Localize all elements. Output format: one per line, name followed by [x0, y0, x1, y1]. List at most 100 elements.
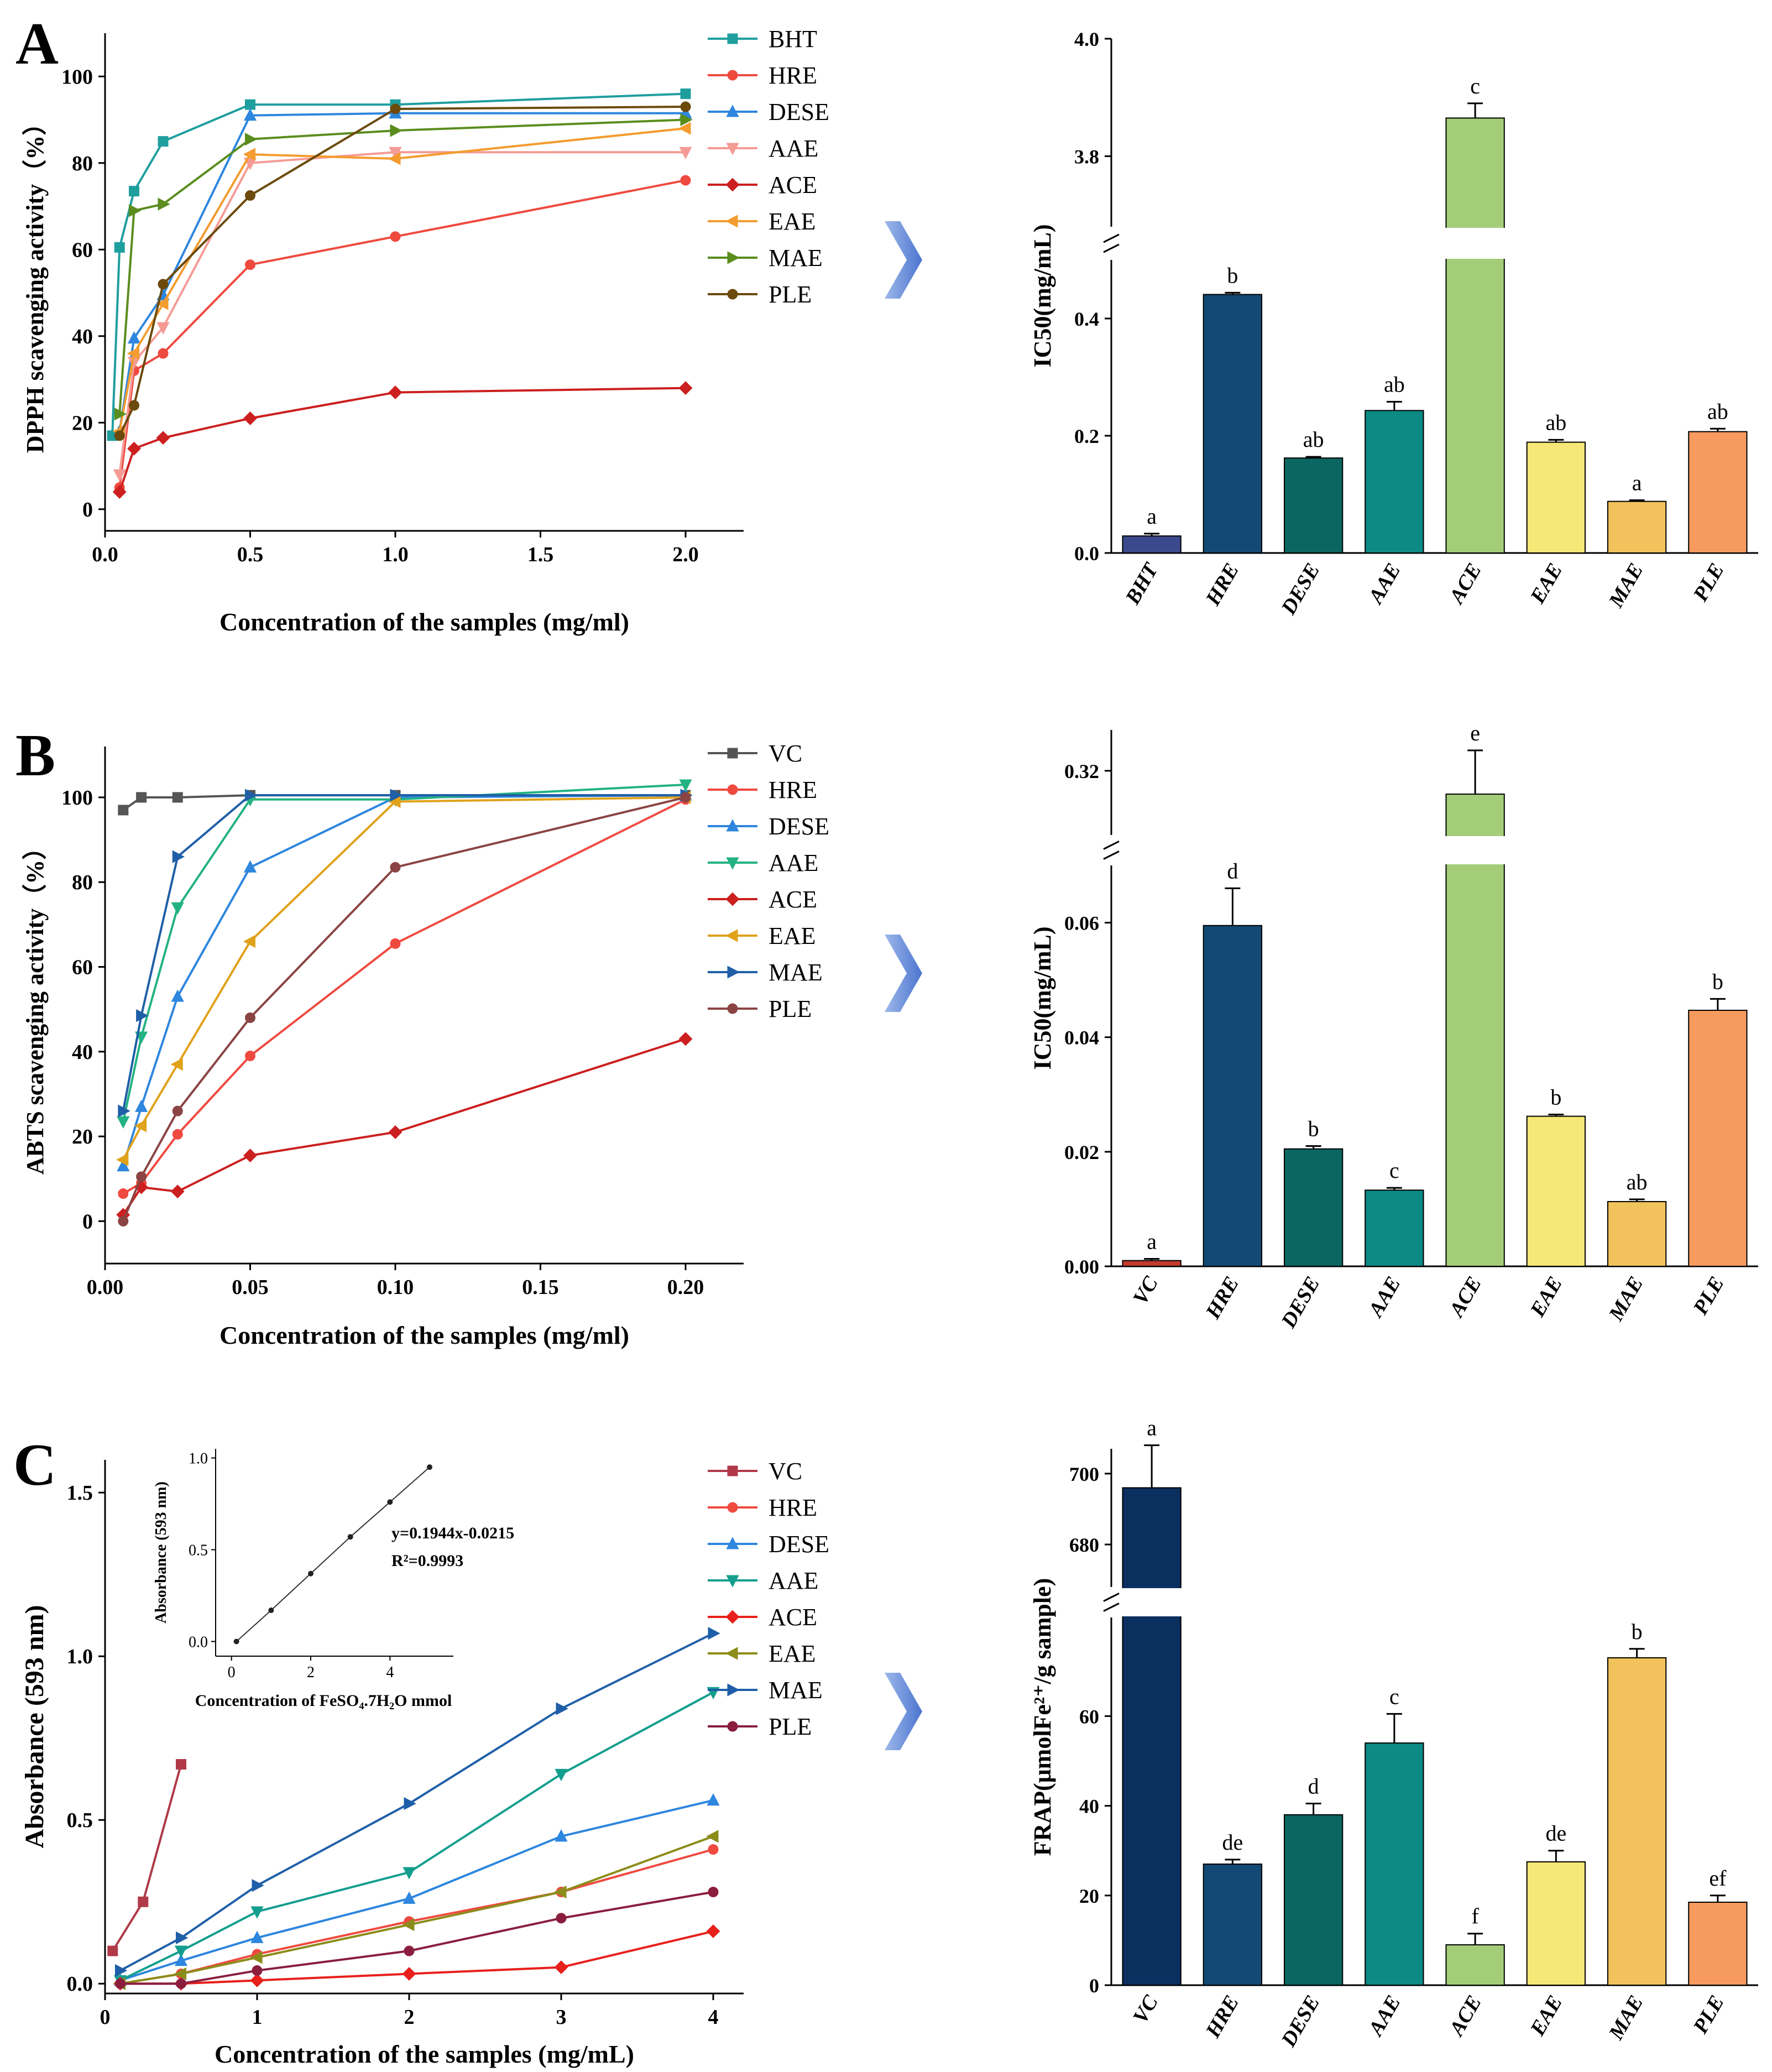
data-point-VC: [118, 805, 129, 816]
data-point-EAE: [134, 1119, 147, 1132]
data-point-HRE: [158, 348, 169, 359]
axis-break-mark: [1103, 243, 1120, 253]
x-tick-label: AAE: [1363, 1992, 1405, 2041]
significance-letter: d: [1308, 1774, 1319, 1799]
x-tick-label: VC: [1128, 1991, 1163, 2027]
panel-letter-B: B: [15, 723, 55, 789]
data-point-HRE: [680, 175, 691, 186]
data-point-ACE: [554, 1960, 568, 1975]
x-tick-label: 1: [252, 2006, 263, 2029]
data-point-ACE: [678, 1032, 693, 1046]
significance-letter: ab: [1707, 399, 1728, 424]
legend-label-ACE: ACE: [769, 886, 817, 913]
data-point-HRE: [245, 259, 255, 270]
significance-letter: de: [1545, 1821, 1566, 1846]
data-point-ACE: [112, 485, 127, 499]
line-chart-C: 0 1 2 3 4 0.0 0.5 1.0 1.5 Concentration of the sa…: [20, 1458, 829, 2068]
y-tick-label: 100: [61, 786, 93, 810]
y-tick-label: 20: [72, 411, 93, 435]
y-tick-label: 0.4: [1074, 308, 1099, 330]
data-point-EAE: [170, 1058, 183, 1071]
inset-y-tick-label: 0.5: [189, 1542, 208, 1559]
legend-marker-ACE: [725, 1610, 740, 1624]
data-point-PLE: [245, 1012, 255, 1023]
legend-label-AAE: AAE: [769, 1567, 818, 1594]
data-point-EAE: [243, 148, 255, 161]
legend-label-AAE: AAE: [769, 135, 818, 162]
significance-letter: a: [1632, 471, 1642, 495]
y-axis-label: ABTS scavenging activity（%）: [22, 836, 49, 1175]
x-tick-label: 0: [100, 2006, 111, 2029]
significance-letter: ef: [1709, 1866, 1727, 1891]
legend-label-EAE: EAE: [769, 922, 816, 949]
y-tick-label: 80: [72, 152, 93, 175]
inset-data-point: [268, 1608, 274, 1614]
bar-HRE: [1203, 294, 1263, 554]
y-tick-label: 3.8: [1074, 146, 1099, 168]
data-point-MAE: [118, 1104, 130, 1118]
inset-y-tick-label: 0.0: [189, 1633, 208, 1651]
series-line-HRE: [118, 179, 686, 488]
y-tick-label: 40: [72, 325, 93, 348]
data-point-VC: [136, 792, 147, 803]
inset-data-point: [308, 1570, 313, 1577]
data-point-AAE: [117, 1116, 130, 1129]
y-tick-label: 80: [72, 871, 93, 894]
data-point-ACE: [678, 381, 693, 395]
inset-x-axis-label: Concentration of FeSO₄.7H₂O mmol: [195, 1692, 452, 1710]
data-point-MAE: [245, 789, 258, 802]
data-point-PLE: [708, 1886, 719, 1897]
inset-chart: 0 2 4 0.0 0.5 1.0 y=0.1944x-0.0215 R²=0.9993 Con…: [153, 1449, 514, 1710]
x-tick-label: 1.0: [382, 543, 409, 566]
data-point-DESE: [707, 1793, 720, 1806]
legend-marker-PLE: [727, 1003, 738, 1014]
data-point-MAE: [245, 133, 258, 146]
bar-AAE: [1365, 1189, 1424, 1267]
data-point-AAE: [679, 147, 692, 159]
data-point-DESE: [403, 1891, 416, 1904]
inset-x-tick-label: 0: [228, 1664, 236, 1681]
axis-break-mark: [1103, 233, 1120, 243]
y-axis-label: FRAP(μmolFe²⁺/g sample): [1029, 1578, 1056, 1856]
data-point-ACE: [243, 411, 257, 425]
data-point-BHT: [680, 88, 691, 100]
chevron-arrow-icon: [885, 1673, 922, 1750]
data-point-ACE: [388, 1125, 403, 1139]
bar-AAE: [1365, 410, 1424, 554]
data-point-MAE: [136, 1009, 149, 1022]
bar-EAE: [1526, 1861, 1586, 1986]
data-point-PLE: [172, 1105, 183, 1116]
x-tick-label: 1.5: [527, 543, 554, 566]
bar-break-gap: [1444, 228, 1507, 259]
data-point-PLE: [252, 1965, 263, 1976]
data-point-PLE: [114, 430, 125, 441]
data-point-DESE: [243, 860, 257, 873]
series-line-PLE: [118, 106, 686, 436]
legend-marker-ACE: [725, 178, 740, 192]
x-axis-label: Concentration of the samples (mg/ml): [219, 608, 629, 636]
chevron-arrow-icon: [885, 935, 922, 1012]
y-tick-label: 60: [1079, 1705, 1099, 1727]
legend-marker-VC: [727, 748, 738, 759]
data-point-EAE: [127, 347, 139, 360]
data-point-HRE: [708, 1844, 719, 1855]
data-point-PLE: [556, 1913, 567, 1924]
series-line-AAE: [122, 783, 686, 1122]
legend-label-BHT: BHT: [769, 25, 817, 53]
data-point-HRE: [245, 1050, 255, 1061]
series-line-EAE: [122, 796, 686, 1161]
x-tick-label: PLE: [1689, 1992, 1729, 2038]
x-tick-label: EAE: [1525, 1992, 1567, 2040]
significance-letter: b: [1712, 969, 1723, 994]
data-point-PLE: [680, 101, 691, 112]
data-point-AAE: [156, 322, 170, 335]
data-point-VC: [138, 1896, 149, 1907]
significance-letter: b: [1632, 1619, 1643, 1644]
data-point-AAE: [174, 1945, 188, 1958]
line-chart-A: 0.0 0.5 1.0 1.5 2.0 0 20 40 60 80 100 Concentration…: [22, 25, 829, 636]
x-tick-label: DESE: [1277, 560, 1325, 619]
bar-ACE: [1445, 117, 1505, 554]
legend-label-MAE: MAE: [769, 244, 823, 272]
data-point-ACE: [243, 1149, 257, 1162]
